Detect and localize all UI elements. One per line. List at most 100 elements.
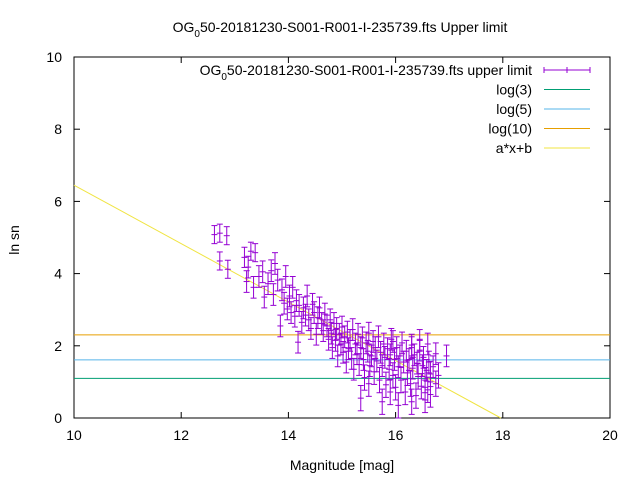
data-point — [325, 327, 332, 351]
data-point — [265, 272, 272, 296]
y-tick-label: 0 — [54, 410, 62, 426]
chart-title: OG050-20181230-S001-R001-I-235739.fts Up… — [173, 19, 508, 40]
data-point — [443, 344, 450, 368]
data-point — [282, 265, 289, 288]
data-point — [379, 388, 386, 415]
data-point — [397, 366, 404, 394]
legend-entry: log(3) — [496, 82, 590, 98]
chart-title-subscript: 0 — [194, 29, 200, 40]
data-point — [408, 336, 415, 359]
data-point — [293, 289, 300, 313]
data-point — [268, 259, 275, 283]
axis-ticks: 10 12 14 16 18 20 0 2 4 6 8 10 — [46, 49, 618, 443]
legend-entry: log(10) — [488, 121, 590, 137]
legend-entry: OG050-20181230-S001-R001-I-235739.fts up… — [200, 62, 591, 83]
x-tick-label: 10 — [66, 427, 82, 443]
x-tick-label: 16 — [388, 427, 404, 443]
x-tick-label: 14 — [281, 427, 297, 443]
data-point — [333, 317, 340, 340]
legend-entry: log(5) — [496, 101, 590, 117]
data-point — [430, 355, 437, 379]
data-point — [329, 336, 336, 359]
data-point — [432, 370, 439, 397]
data-point — [307, 317, 314, 340]
data-point — [295, 330, 302, 354]
data-point — [355, 322, 362, 346]
legend-label: log(3) — [496, 82, 532, 98]
data-point — [281, 291, 288, 315]
y-tick-label: 8 — [54, 121, 62, 137]
data-point — [289, 275, 296, 299]
data-point — [403, 339, 410, 363]
data-point — [356, 353, 363, 376]
legend-label: log(5) — [496, 101, 532, 117]
y-tick-label: 2 — [54, 338, 62, 354]
error-bar-points — [211, 223, 450, 419]
data-point — [357, 385, 364, 412]
data-point — [304, 284, 311, 308]
data-point — [277, 314, 284, 338]
data-point — [395, 392, 402, 419]
data-point — [382, 371, 389, 398]
data-point — [252, 243, 259, 263]
data-point — [250, 275, 257, 299]
data-point — [418, 373, 425, 400]
legend-entry: a*x+b — [496, 140, 590, 156]
data-point — [360, 348, 367, 371]
data-point — [284, 297, 291, 321]
legend-label: OG050-20181230-S001-R001-I-235739.fts up… — [200, 62, 533, 83]
data-point — [224, 259, 231, 279]
data-point — [389, 330, 396, 353]
data-point — [321, 302, 328, 326]
data-point — [386, 357, 393, 381]
y-tick-label: 6 — [54, 193, 62, 209]
data-point — [261, 285, 268, 309]
data-point — [435, 362, 442, 389]
data-point — [223, 226, 230, 246]
data-point — [255, 265, 262, 288]
data-point — [211, 225, 218, 245]
data-point — [408, 388, 415, 415]
data-point — [350, 357, 357, 381]
data-point — [243, 270, 250, 293]
data-point — [373, 349, 380, 373]
legend-label: log(10) — [488, 121, 532, 137]
data-point — [427, 381, 434, 408]
data-point — [376, 366, 383, 394]
data-point — [278, 278, 285, 302]
data-point — [419, 354, 426, 377]
data-point — [247, 241, 254, 261]
data-point — [361, 364, 368, 391]
data-point — [422, 386, 429, 414]
data-point — [328, 321, 335, 345]
data-point — [424, 332, 431, 356]
data-point — [387, 343, 394, 367]
data-point — [313, 322, 320, 346]
data-point — [339, 315, 345, 339]
y-tick-label: 10 — [46, 49, 62, 65]
data-point — [241, 246, 248, 268]
data-point — [365, 370, 372, 397]
data-point — [344, 320, 351, 344]
legend: OG050-20181230-S001-R001-I-235739.fts up… — [200, 62, 591, 156]
x-tick-label: 20 — [602, 427, 618, 443]
data-point — [216, 223, 223, 243]
y-tick-label: 4 — [54, 266, 62, 282]
data-point — [272, 252, 278, 275]
data-point — [380, 332, 387, 356]
data-point — [384, 337, 391, 361]
legend-label: a*x+b — [496, 140, 532, 156]
data-point — [288, 301, 295, 324]
y-axis-label: ln sn — [6, 225, 22, 255]
data-point — [387, 378, 394, 406]
x-tick-label: 18 — [495, 427, 511, 443]
data-point — [368, 344, 375, 368]
data-point — [392, 374, 399, 401]
data-point — [365, 321, 372, 345]
x-tick-label: 12 — [173, 427, 189, 443]
data-point — [432, 342, 439, 366]
data-point — [270, 283, 277, 306]
data-point — [393, 336, 400, 359]
data-point — [327, 308, 334, 332]
x-axis-label: Magnitude [mag] — [290, 457, 394, 473]
